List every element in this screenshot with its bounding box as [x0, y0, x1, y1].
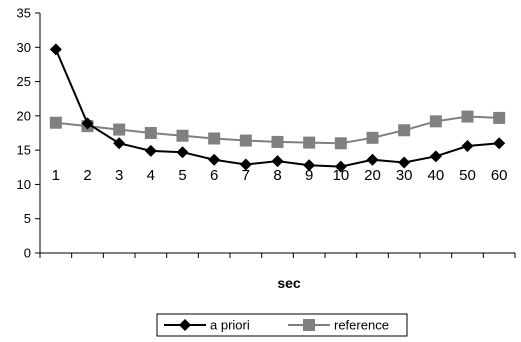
y-tick-label: 5	[24, 211, 31, 226]
y-tick-label: 25	[17, 74, 31, 89]
data-point	[493, 137, 506, 150]
y-tick-label: 20	[17, 108, 31, 123]
data-point	[239, 134, 252, 147]
x-tick-label: 9	[305, 167, 313, 184]
data-point	[271, 155, 284, 168]
y-tick-label: 30	[17, 40, 31, 55]
data-point	[113, 123, 126, 136]
data-point	[113, 137, 126, 150]
x-tick-label: 30	[396, 167, 413, 184]
x-tick-label: 3	[115, 167, 123, 184]
category-labels: 1 2 3 4 5 6 7 8 9 10 20 30 40 50 60	[52, 167, 508, 184]
data-point	[144, 127, 157, 139]
data-point	[144, 144, 157, 157]
data-point	[81, 117, 94, 130]
x-tick-label: 1	[52, 167, 60, 184]
data-point	[303, 136, 316, 149]
y-tick-label: 15	[17, 143, 31, 158]
x-tick-label: 2	[83, 167, 91, 184]
x-tick-label: 40	[427, 167, 444, 184]
legend-item-a-priori: a priori	[164, 318, 250, 333]
x-tick-label: 7	[242, 167, 250, 184]
data-point	[461, 140, 474, 153]
series-line	[54, 48, 500, 168]
data-point	[49, 43, 62, 56]
x-tick-label: 20	[364, 167, 381, 184]
x-tick-label: 60	[491, 167, 508, 184]
data-point	[176, 129, 189, 142]
legend-box	[156, 313, 408, 337]
x-tick-label: 8	[273, 167, 281, 184]
legend-marker	[303, 319, 315, 331]
y-tick-label: 10	[17, 177, 31, 192]
data-point	[208, 132, 221, 145]
data-point	[493, 111, 506, 124]
y-tick-label: 35	[17, 6, 31, 21]
data-point	[176, 146, 189, 159]
data-point	[429, 150, 442, 163]
x-tick-label: 50	[459, 167, 476, 184]
data-point	[398, 124, 411, 137]
x-tick-label: 10	[332, 167, 349, 184]
legend-label: a priori	[210, 318, 250, 333]
data-point	[334, 160, 347, 173]
series-a-priori	[49, 43, 506, 173]
legend-item-reference: reference	[288, 318, 389, 333]
x-tick-label: 5	[178, 167, 186, 184]
data-point	[49, 116, 62, 129]
x-axis-title: sec	[277, 275, 301, 291]
legend: a priori reference	[156, 313, 408, 337]
data-point	[239, 158, 252, 171]
legend-marker	[179, 319, 191, 331]
data-point	[429, 115, 442, 128]
legend-label: reference	[334, 318, 389, 333]
series-layer	[49, 43, 506, 173]
x-tick-label: 4	[147, 167, 155, 184]
data-point	[366, 153, 379, 166]
data-point	[398, 156, 411, 169]
data-point	[461, 110, 474, 123]
x-tick-label: 6	[210, 167, 218, 184]
data-point	[303, 159, 316, 172]
y-tick-label: 0	[24, 246, 31, 261]
data-point	[271, 135, 284, 148]
data-point	[334, 137, 347, 150]
data-point	[366, 131, 379, 144]
data-point	[208, 153, 221, 166]
